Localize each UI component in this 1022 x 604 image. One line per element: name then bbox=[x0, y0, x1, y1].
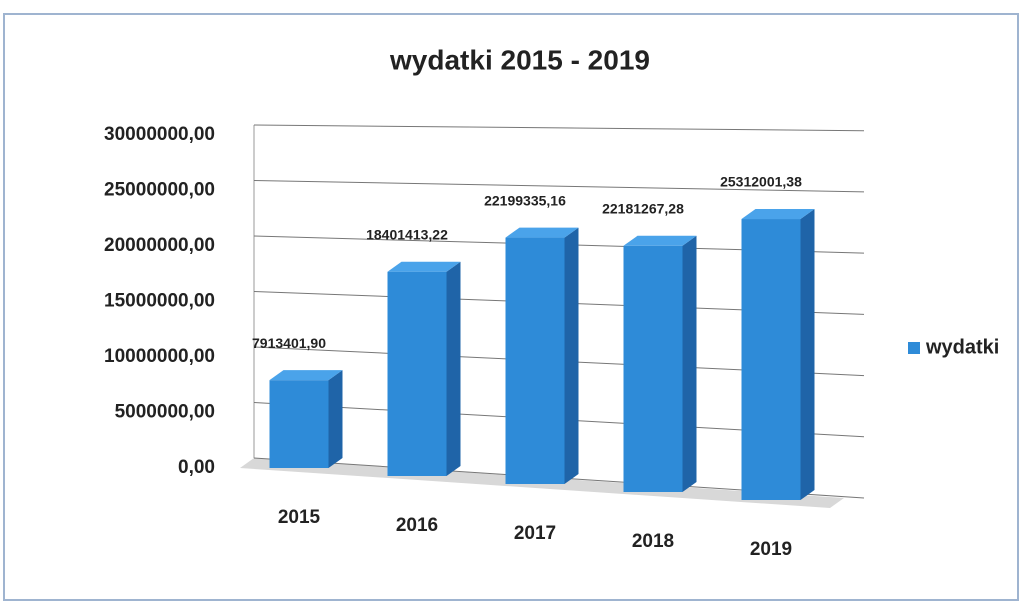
y-tick-label: 0,00 bbox=[178, 457, 215, 478]
chart-title: wydatki 2015 - 2019 bbox=[389, 44, 650, 75]
bar-top bbox=[387, 261, 461, 272]
x-tick-label: 2016 bbox=[396, 515, 438, 536]
value-label: 22181267,28 bbox=[602, 200, 684, 216]
value-label: 7913401,90 bbox=[252, 335, 326, 351]
bar-top bbox=[741, 209, 815, 220]
bar-top bbox=[505, 227, 579, 238]
bar-side bbox=[564, 227, 579, 484]
bar bbox=[269, 380, 329, 468]
bar-side bbox=[446, 261, 461, 476]
y-tick-label: 15000000,00 bbox=[104, 291, 215, 312]
y-tick-label: 5000000,00 bbox=[115, 402, 215, 423]
legend-label: wydatki bbox=[925, 336, 999, 358]
x-tick-label: 2017 bbox=[514, 523, 556, 544]
y-tick-label: 10000000,00 bbox=[104, 346, 215, 367]
bar bbox=[623, 245, 683, 492]
x-tick-label: 2019 bbox=[750, 539, 792, 560]
y-tick-label: 20000000,00 bbox=[104, 235, 215, 256]
grid-line bbox=[253, 180, 865, 193]
bar-top bbox=[623, 235, 697, 246]
bar-side bbox=[800, 209, 815, 500]
x-tick-label: 2018 bbox=[632, 531, 674, 552]
value-label: 25312001,38 bbox=[720, 174, 802, 190]
y-tick-label: 30000000,00 bbox=[104, 124, 215, 145]
bar bbox=[387, 271, 447, 476]
bar bbox=[505, 237, 565, 484]
bar-side bbox=[682, 235, 697, 492]
value-label: 18401413,22 bbox=[366, 226, 448, 242]
bar bbox=[741, 219, 801, 500]
legend-swatch bbox=[908, 342, 920, 354]
value-label: 22199335,16 bbox=[484, 192, 566, 208]
x-tick-label: 2015 bbox=[278, 507, 321, 528]
bar-top bbox=[269, 370, 343, 381]
grid-line bbox=[253, 124, 865, 132]
bar-side bbox=[328, 370, 343, 468]
y-tick-label: 25000000,00 bbox=[104, 180, 215, 201]
